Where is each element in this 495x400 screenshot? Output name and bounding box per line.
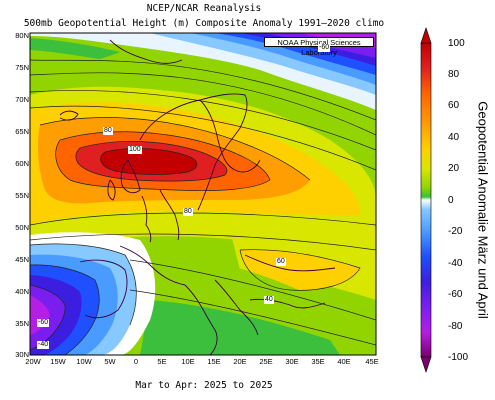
lon-tick: 20E: [233, 357, 247, 366]
lat-tick: 65N: [15, 127, 29, 136]
lon-tick: 20W: [25, 357, 41, 366]
lat-tick: 35N: [15, 319, 29, 328]
map-frame: [29, 32, 377, 356]
contour-label: 80: [183, 208, 193, 216]
lon-tick: 10W: [76, 357, 92, 366]
contour-label: -60: [318, 44, 331, 52]
contour-label: 60: [276, 258, 286, 266]
colorbar-title: Geopotential Anomalie März und April: [475, 101, 491, 319]
lon-tick: 10E: [181, 357, 195, 366]
colorbar-label: 40: [448, 132, 460, 143]
lat-tick: 80N: [15, 31, 29, 40]
colorbar-label: -40: [448, 258, 463, 269]
anomaly-field: [30, 33, 376, 355]
colorbar-title-wrap: Geopotential Anomalie März und April: [472, 60, 494, 360]
lat-tick: 40N: [15, 287, 29, 296]
colorbar: [420, 27, 432, 373]
lat-tick: 30N: [15, 350, 29, 359]
colorbar-label: 100: [448, 38, 465, 49]
contour-label: 40: [264, 296, 274, 304]
lat-tick: 55N: [15, 191, 29, 200]
title-line-2: 500mb Geopotential Height (m) Composite …: [23, 18, 385, 29]
lon-tick: 5W: [104, 357, 116, 366]
colorbar-label: -100: [448, 352, 469, 363]
lat-tick: 45N: [15, 255, 29, 264]
lon-tick: 25E: [259, 357, 273, 366]
contour-label: 100: [128, 146, 142, 154]
lon-tick: 15W: [50, 357, 66, 366]
lon-tick: 35E: [311, 357, 325, 366]
lat-tick: 70N: [15, 95, 29, 104]
colorbar-label: 80: [448, 69, 460, 80]
title-line-1: NCEP/NCAR Reanalysis: [146, 3, 262, 14]
colorbar-label: 60: [448, 100, 460, 111]
colorbar-label: 0: [448, 195, 454, 206]
lon-tick: 15E: [207, 357, 221, 366]
lon-tick: 30E: [285, 357, 299, 366]
colorbar-label: -80: [448, 321, 463, 332]
lat-tick: 60N: [15, 159, 29, 168]
contour-label: 80: [103, 127, 113, 135]
colorbar-label: 20: [448, 163, 460, 174]
contour-label: -60: [37, 319, 50, 327]
contour-label: -40: [37, 341, 50, 349]
date-range-caption: Mar to Apr: 2025 to 2025: [135, 380, 273, 391]
lon-tick: 5E: [157, 357, 167, 366]
colorbar-label: -20: [448, 226, 463, 237]
lat-tick: 50N: [15, 223, 29, 232]
lon-tick: 40E: [337, 357, 351, 366]
lat-tick: 75N: [15, 63, 29, 72]
lon-tick: 0: [133, 357, 139, 366]
colorbar-label: -60: [448, 289, 463, 300]
lon-tick: 45E: [365, 357, 379, 366]
